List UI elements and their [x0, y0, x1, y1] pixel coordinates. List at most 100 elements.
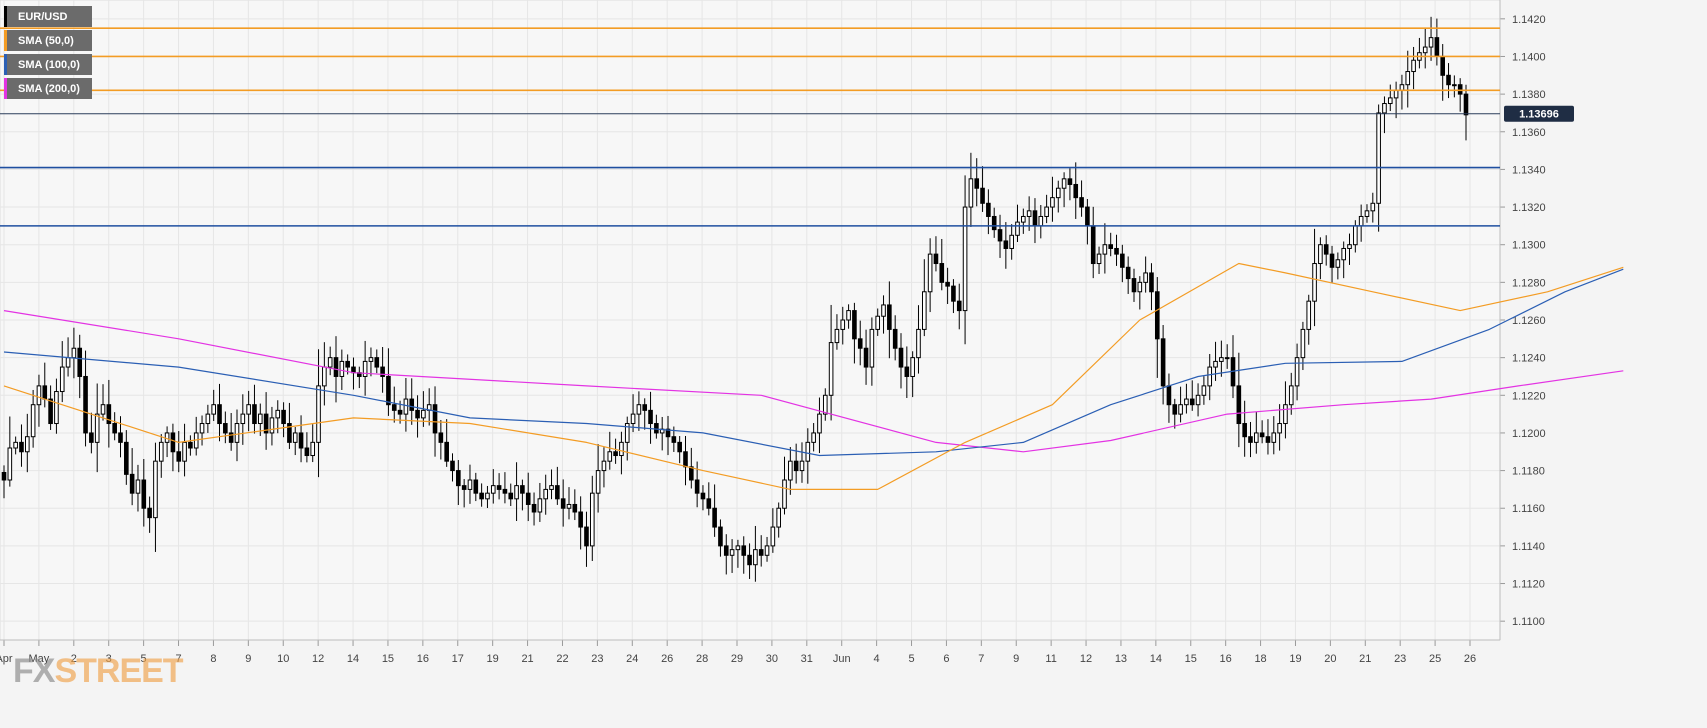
- x-tick-label: 29: [731, 653, 743, 665]
- candle: [1085, 206, 1090, 227]
- candle: [712, 507, 717, 528]
- candle: [490, 485, 496, 494]
- sma-200-line: [3, 310, 1624, 453]
- candle: [380, 366, 385, 377]
- candle: [368, 357, 374, 362]
- candle: [188, 441, 193, 449]
- candle: [223, 423, 228, 434]
- candle: [1277, 423, 1282, 434]
- candle: [1090, 225, 1096, 265]
- candle: [48, 398, 53, 425]
- x-tick-label: 30: [766, 653, 778, 665]
- x-tick-label: 20: [1324, 653, 1336, 665]
- candle: [910, 357, 915, 377]
- candle: [1143, 272, 1148, 283]
- y-tick-label: 1.1360: [1512, 127, 1546, 139]
- x-tick-label: 24: [626, 653, 638, 665]
- candle: [228, 432, 234, 443]
- candle: [252, 404, 257, 425]
- candle: [683, 451, 688, 468]
- candle: [269, 417, 275, 434]
- candle: [467, 479, 473, 490]
- legend-item-eurusd[interactable]: EUR/USD: [4, 6, 92, 27]
- candle: [281, 409, 286, 425]
- candle: [857, 338, 863, 349]
- candle: [1055, 187, 1061, 199]
- candle: [1283, 404, 1288, 425]
- candle: [735, 545, 741, 551]
- candle: [671, 436, 677, 443]
- candle: [1154, 291, 1160, 340]
- y-tick-label: 1.1340: [1512, 164, 1546, 176]
- candle: [572, 503, 578, 513]
- candle: [1452, 84, 1457, 87]
- candle: [1323, 244, 1329, 255]
- candle: [1061, 178, 1067, 189]
- legend-swatch: [4, 30, 7, 51]
- candle: [141, 479, 147, 509]
- candle: [764, 545, 770, 556]
- x-tick-label: 26: [661, 653, 673, 665]
- candle: [1120, 253, 1125, 268]
- candle: [339, 360, 345, 377]
- y-tick-label: 1.1380: [1512, 89, 1546, 101]
- x-tick-label: 18: [1254, 653, 1266, 665]
- legend-item-sma200[interactable]: SMA (200,0): [4, 78, 92, 99]
- x-tick-label: 22: [556, 653, 568, 665]
- x-tick-label: 15: [382, 653, 394, 665]
- candle: [1440, 55, 1446, 76]
- x-tick-label: 7: [175, 653, 181, 665]
- candle: [432, 404, 438, 434]
- candle: [1335, 259, 1341, 268]
- candle: [1125, 266, 1131, 280]
- candle: [799, 460, 805, 472]
- candle: [1201, 385, 1207, 396]
- x-tick-label: 13: [1115, 653, 1127, 665]
- legend-label: EUR/USD: [18, 10, 68, 23]
- candle: [83, 375, 88, 434]
- candle: [1288, 385, 1294, 406]
- candle: [1009, 234, 1014, 249]
- sma-50-line: [3, 262, 1624, 490]
- candle: [1038, 215, 1044, 227]
- candle: [71, 347, 77, 359]
- candle: [292, 432, 298, 443]
- candle: [153, 460, 158, 519]
- candle: [403, 398, 409, 415]
- candle: [677, 441, 682, 453]
- candle: [770, 526, 776, 547]
- candle: [263, 413, 269, 434]
- candle: [182, 441, 187, 462]
- y-tick-label: 1.1220: [1512, 390, 1546, 402]
- candle: [892, 328, 898, 349]
- y-tick-label: 1.1240: [1512, 353, 1546, 365]
- candle: [1207, 366, 1213, 387]
- candle: [1021, 215, 1026, 223]
- candle: [298, 432, 304, 449]
- candle: [613, 451, 618, 457]
- candle: [584, 526, 589, 547]
- x-tick-label: 10: [277, 653, 289, 665]
- legend-item-sma100[interactable]: SMA (100,0): [4, 54, 92, 75]
- candle: [1364, 210, 1370, 217]
- candle: [473, 479, 479, 494]
- candle: [1411, 59, 1416, 73]
- legend-item-sma50[interactable]: SMA (50,0): [4, 30, 92, 51]
- x-tick-label: 23: [1394, 653, 1406, 665]
- candle: [700, 492, 706, 500]
- candle: [1131, 278, 1137, 293]
- legend-label: SMA (200,0): [18, 82, 80, 95]
- candle: [1370, 202, 1376, 212]
- candle: [1294, 357, 1300, 387]
- candle: [537, 498, 543, 513]
- candle: [205, 413, 211, 425]
- candle: [310, 441, 316, 457]
- candle: [1096, 253, 1102, 265]
- candle: [863, 347, 869, 368]
- candle: [240, 413, 246, 425]
- candle: [409, 398, 415, 411]
- x-tick-label: 21: [521, 653, 533, 665]
- candle: [1114, 247, 1119, 255]
- candle: [945, 281, 950, 287]
